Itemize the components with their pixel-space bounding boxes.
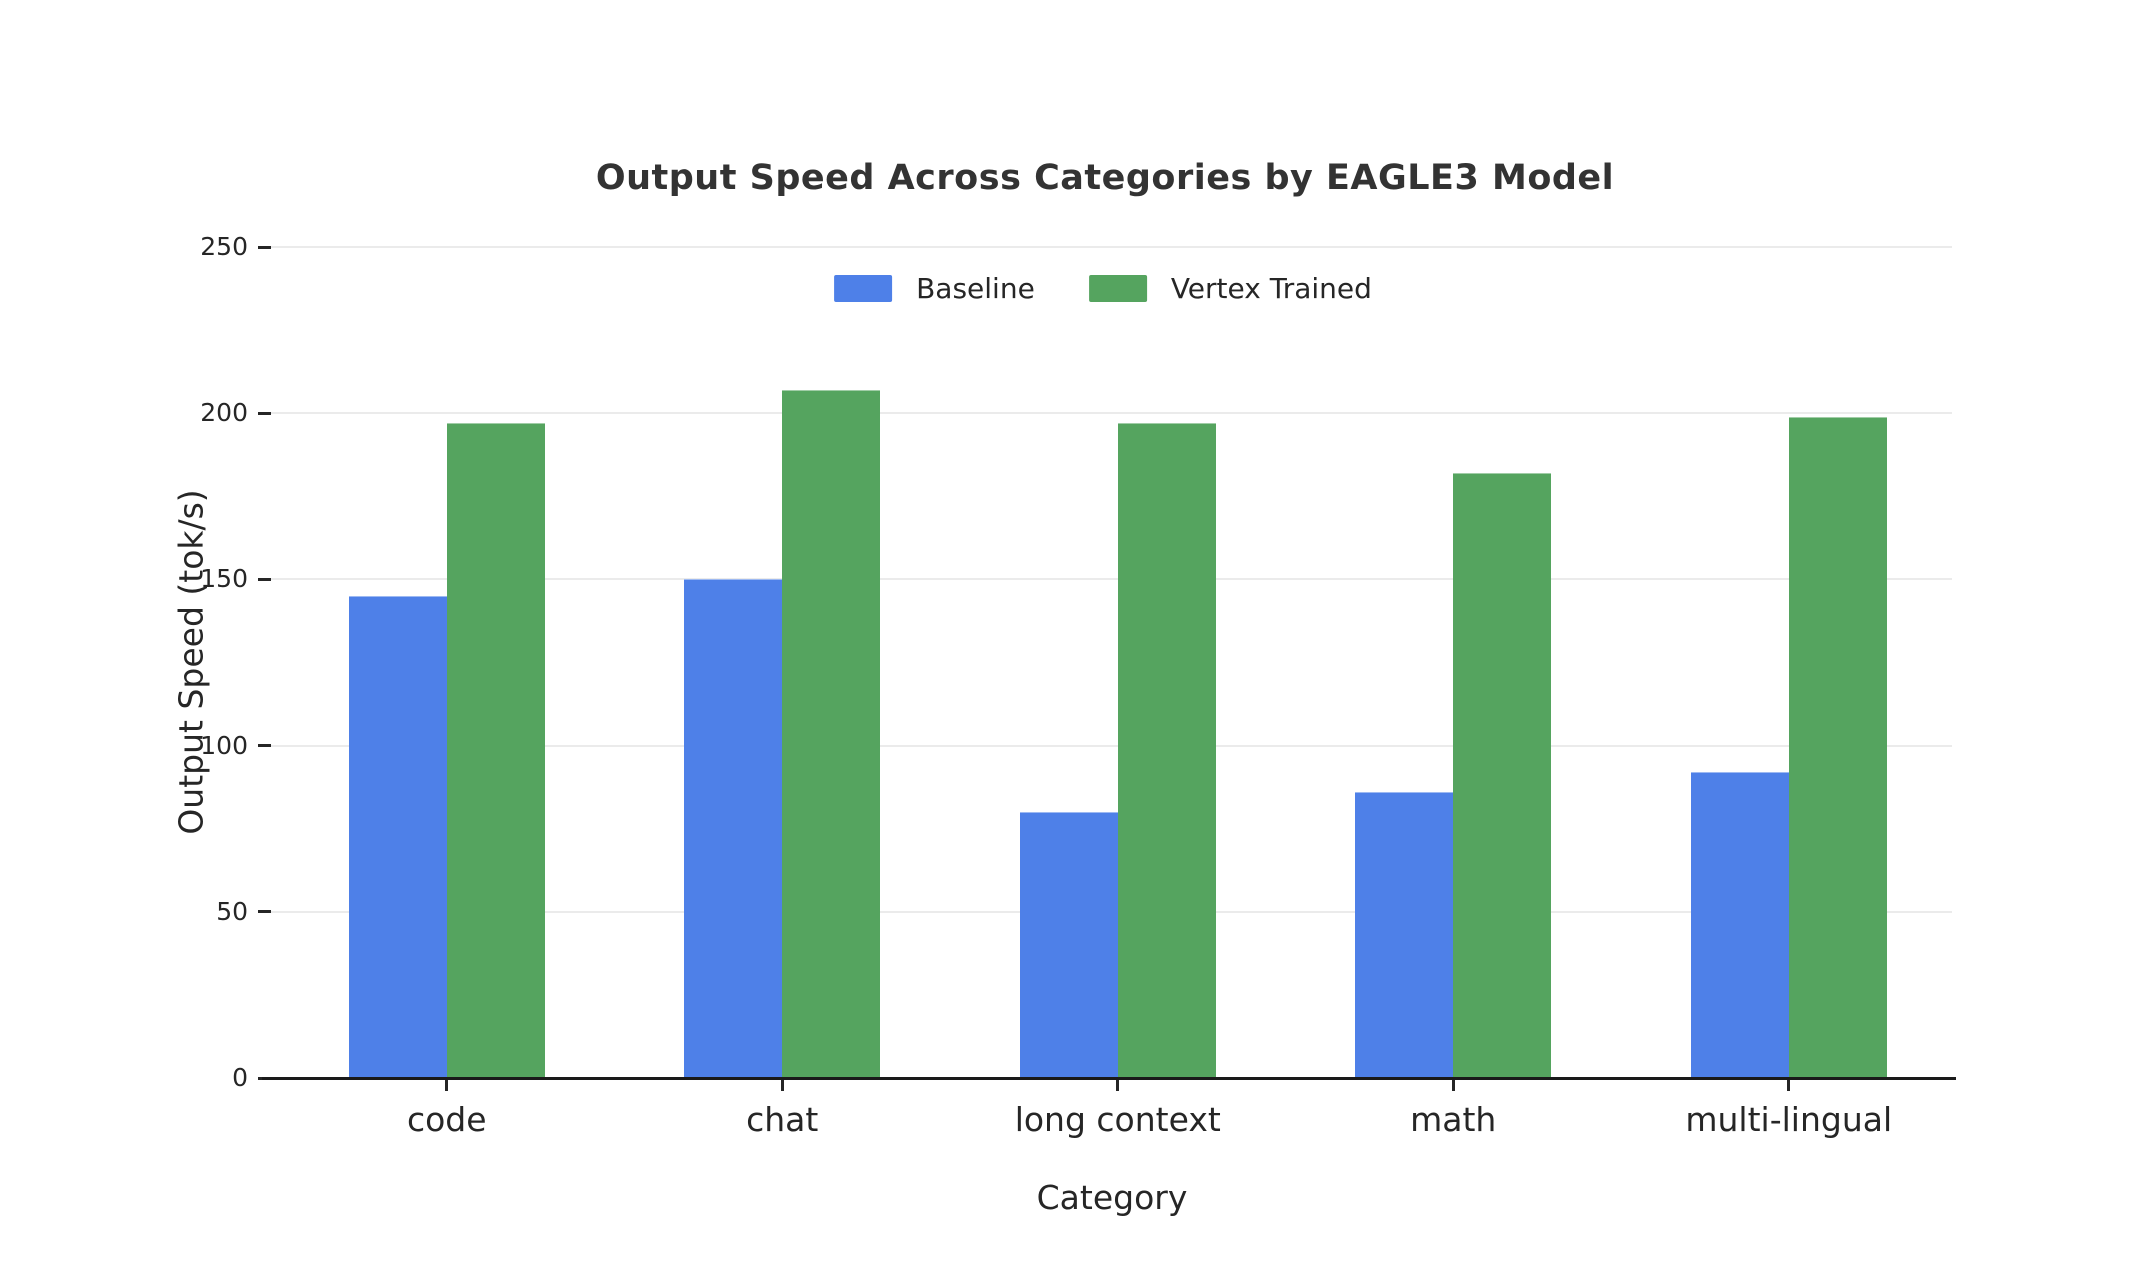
gridline-250 (271, 246, 1952, 248)
y-tick-label-250: 250 (200, 232, 248, 261)
legend-swatch-vertex-trained (1088, 275, 1147, 302)
bar-vertex-trained-chat (782, 389, 881, 1079)
chart-legend: Baseline Vertex Trained (834, 272, 1372, 305)
x-axis-line (262, 1077, 1956, 1080)
x-tick-label-chat: chat (746, 1100, 819, 1139)
bar-baseline-chat (684, 579, 783, 1079)
y-tick-200 (258, 411, 271, 415)
y-tick-250 (258, 245, 271, 249)
y-axis-label: Output Speed (tok/s) (171, 489, 211, 835)
bar-vertex-trained-long-context (1117, 423, 1216, 1079)
legend-swatch-baseline (834, 275, 893, 302)
legend-item-vertex-trained: Vertex Trained (1088, 272, 1372, 305)
bar-baseline-long-context (1019, 812, 1118, 1079)
bar-baseline-math (1355, 792, 1454, 1079)
chart-title: Output Speed Across Categories by EAGLE3… (595, 158, 1615, 198)
x-tick-long-context (1116, 1078, 1120, 1091)
x-tick-label-code: code (406, 1100, 487, 1139)
x-tick-label-multi-lingual: multi-lingual (1685, 1100, 1893, 1139)
x-tick-multi-lingual (1787, 1078, 1791, 1091)
bar-vertex-trained-code (446, 423, 545, 1079)
bar-vertex-trained-math (1453, 473, 1552, 1079)
bar-vertex-trained-multi-lingual (1788, 416, 1887, 1079)
y-tick-label-200: 200 (200, 398, 248, 428)
x-tick-math (1451, 1078, 1455, 1091)
gridline-200 (271, 412, 1952, 415)
x-tick-label-long-context: long context (1014, 1100, 1221, 1139)
legend-label-vertex-trained: Vertex Trained (1170, 272, 1372, 305)
x-tick-chat (780, 1078, 784, 1091)
y-tick-label-100: 100 (200, 730, 248, 760)
x-axis-label: Category (1036, 1178, 1188, 1217)
x-tick-code (445, 1078, 449, 1091)
y-tick-100 (258, 744, 271, 748)
x-tick-label-math: math (1410, 1100, 1497, 1139)
legend-label-baseline: Baseline (916, 272, 1035, 305)
legend-item-baseline: Baseline (834, 272, 1035, 305)
y-tick-label-0: 0 (232, 1063, 248, 1092)
gridline-150 (271, 578, 1952, 581)
y-tick-label-50: 50 (216, 896, 248, 926)
bar-baseline-code (348, 596, 447, 1079)
y-tick-50 (258, 910, 271, 914)
gridline-100 (271, 744, 1952, 747)
y-tick-150 (258, 577, 271, 581)
y-tick-label-150: 150 (200, 564, 248, 594)
bar-baseline-multi-lingual (1690, 772, 1789, 1079)
